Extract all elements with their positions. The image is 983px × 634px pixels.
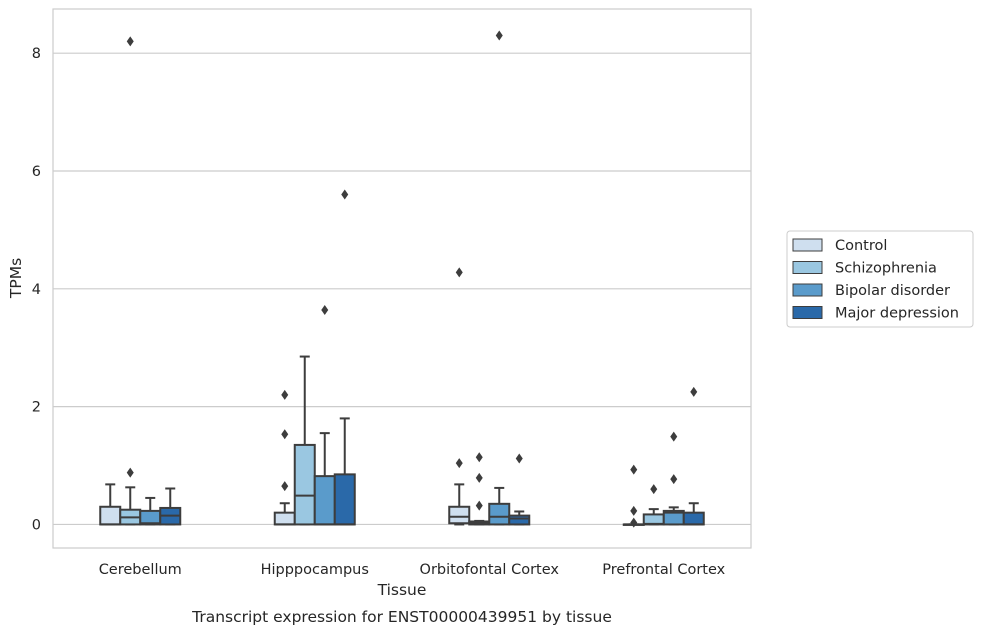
y-tick-label: 4: [32, 282, 41, 298]
outlier-point: [475, 452, 483, 463]
legend-label: Control: [835, 238, 887, 254]
box: [508, 453, 531, 526]
outlier-point: [321, 305, 329, 316]
gridlines: [53, 52, 751, 526]
box: [468, 452, 491, 526]
box: [159, 487, 182, 526]
outlier-point: [455, 267, 463, 278]
box: [333, 189, 356, 526]
box-body: [313, 475, 336, 526]
series-group: [139, 30, 685, 526]
legend-swatch: [792, 283, 823, 297]
box: [293, 355, 316, 526]
box-body: [99, 505, 122, 526]
x-tick-label: Prefrontal Cortex: [602, 562, 725, 578]
box-series: [99, 30, 705, 528]
outlier-point: [126, 467, 134, 478]
outlier-point: [515, 453, 523, 464]
outlier-point: [475, 472, 483, 483]
box-body: [682, 511, 705, 526]
box-body: [293, 443, 316, 526]
y-tick-label: 2: [32, 400, 41, 416]
box: [99, 483, 122, 526]
series-group: [119, 36, 665, 526]
legend: Control Schizophrenia Bipolar disorder Majo…: [786, 230, 974, 328]
outlier-point: [281, 481, 289, 492]
legend-swatch: [792, 261, 823, 274]
outlier-point: [630, 517, 638, 528]
y-tick-label: 0: [32, 517, 41, 533]
outlier-point: [455, 458, 463, 469]
outlier-point: [690, 386, 698, 397]
outlier-point: [630, 464, 638, 475]
box: [139, 496, 162, 526]
x-tick-labels: Cerebellum Hipppocampus Orbitofontal Corte…: [99, 562, 726, 578]
box-body: [488, 502, 511, 526]
x-axis-title: Tissue: [377, 581, 427, 599]
chart-caption: Transcript expression for ENST0000043995…: [191, 608, 612, 626]
box: [119, 36, 142, 526]
outlier-point: [126, 36, 134, 47]
box: [313, 305, 336, 526]
x-tick-label: Cerebellum: [99, 562, 182, 578]
x-tick-label: Hipppocampus: [261, 562, 369, 578]
outlier-point: [495, 30, 503, 41]
legend-swatch: [792, 306, 823, 319]
box: [273, 389, 296, 526]
y-tick-label: 6: [32, 164, 41, 180]
outlier-point: [281, 389, 289, 400]
legend-swatch: [792, 238, 823, 252]
y-axis-title: TPMs: [7, 258, 25, 299]
box: [662, 431, 685, 526]
x-tick-label: Orbitofontal Cortex: [420, 562, 560, 578]
outlier-point: [630, 505, 638, 516]
legend-label: Bipolar disorder: [835, 283, 950, 299]
box: [642, 484, 665, 526]
box: [622, 464, 645, 528]
box-body: [508, 514, 531, 526]
plot-frame: [52, 8, 752, 549]
legend-label: Schizophrenia: [835, 261, 937, 277]
legend-label: Major depression: [835, 306, 959, 322]
outlier-point: [341, 189, 349, 200]
outlier-point: [281, 429, 289, 440]
outlier-point: [475, 500, 483, 511]
outlier-point: [670, 474, 678, 485]
box-body: [333, 473, 356, 526]
y-tick-label: 8: [32, 46, 41, 62]
box-body: [448, 505, 471, 525]
box: [448, 267, 471, 526]
box: [488, 30, 511, 526]
series-group: [159, 189, 705, 526]
y-tick-labels: 0 2 4 6 8: [32, 46, 41, 533]
legend-frame: [786, 230, 974, 328]
box-body: [273, 511, 296, 526]
outlier-point: [650, 484, 658, 495]
series-group: [99, 267, 645, 528]
outlier-point: [670, 431, 678, 442]
box: [682, 386, 705, 526]
